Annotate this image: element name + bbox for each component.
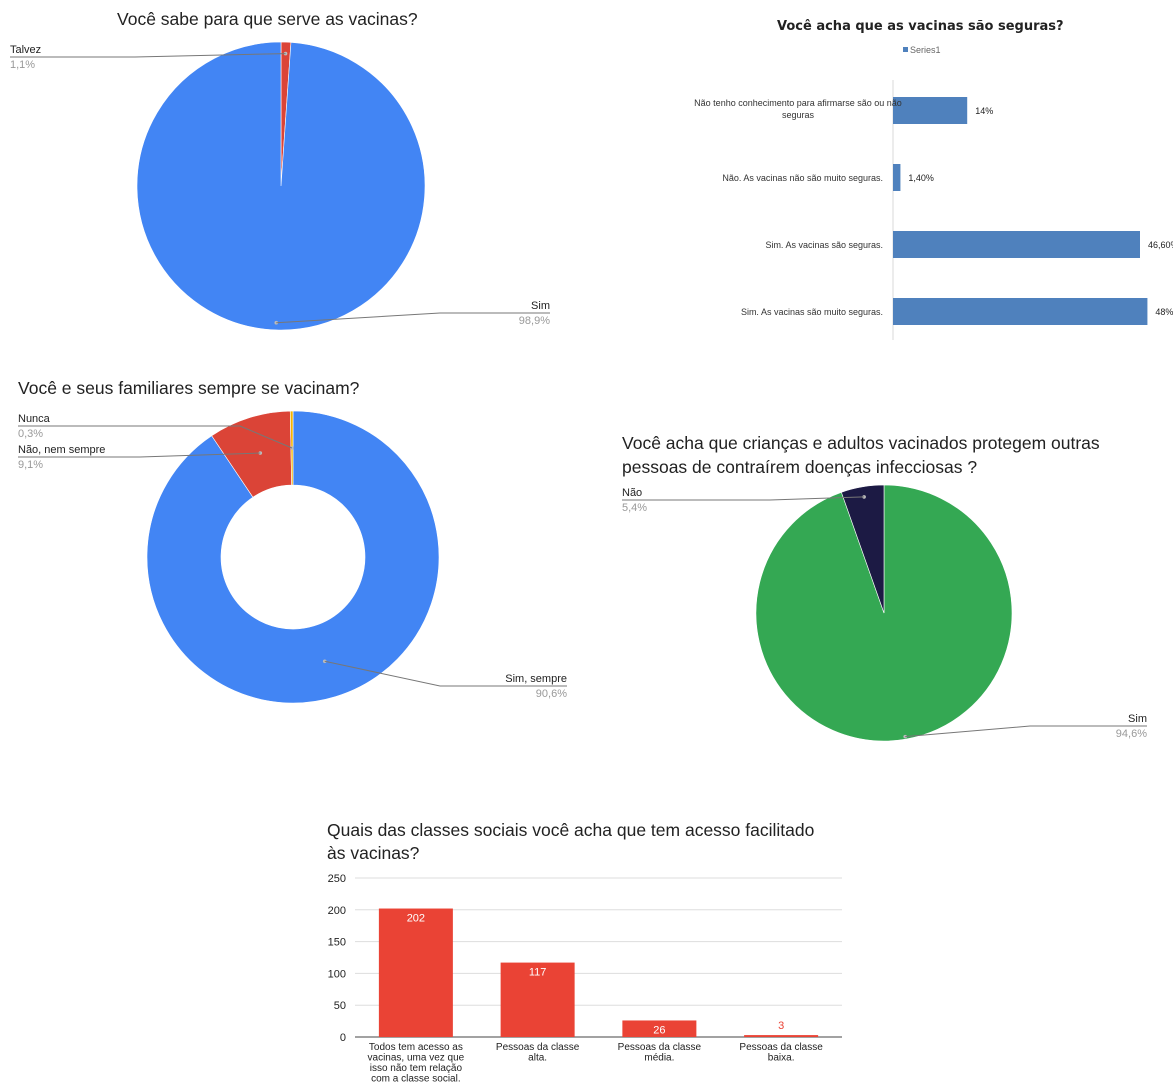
x-tick-label: Pessoas da classe — [739, 1042, 823, 1053]
data-label: 3 — [778, 1020, 784, 1032]
category-label: Sim. As vacinas são seguras. — [765, 240, 883, 250]
data-label: 202 — [407, 913, 425, 925]
pie-chart-vaccine-purpose: Você sabe para que serve as vacinas? Sim… — [0, 0, 560, 340]
y-tick-label: 0 — [340, 1032, 346, 1044]
x-tick-label: média. — [644, 1053, 674, 1064]
y-tick-label: 250 — [328, 873, 346, 885]
y-tick-label: 100 — [328, 968, 346, 980]
slice-percent: 5,4% — [622, 502, 647, 514]
bar-sim-as-vacinas-sao-muito-segur — [893, 298, 1147, 325]
bar-chart-vaccine-safety: Você acha que as vacinas são seguras? Se… — [590, 0, 1173, 345]
category-label: Sim. As vacinas são muito seguras. — [741, 307, 883, 317]
x-tick-label: baixa. — [768, 1053, 795, 1064]
slice-label: Talvez — [10, 44, 41, 56]
y-tick-label: 50 — [334, 1000, 346, 1012]
bar-nao-tenho-conhecimento-para-af — [893, 97, 967, 124]
legend-label: Series1 — [910, 45, 941, 55]
slice-label: Sim — [1128, 713, 1147, 725]
slice-label: Sim — [531, 300, 550, 312]
data-label: 117 — [529, 967, 547, 979]
bar-sim-as-vacinas-sao-seguras — [893, 231, 1140, 258]
pie-chart-herd-protection: Você acha que crianças e adultos vacinad… — [590, 425, 1173, 755]
bar-chart-canvas: Series1 14% Não tenho conhecimento para af… — [590, 0, 1173, 345]
legend-swatch — [903, 47, 908, 52]
x-tick-label: isso não tem relação — [370, 1063, 463, 1074]
slice-label: Não, nem sempre — [18, 444, 105, 456]
bar-chart-canvas: 0 50 100 150 200 250 202 Todos tem acesso asvac… — [300, 815, 860, 1089]
category-label: Não. As vacinas não são muito seguras. — [722, 173, 883, 183]
slice-percent: 1,1% — [10, 59, 35, 71]
slice-percent: 9,1% — [18, 459, 43, 471]
x-tick-label: vacinas, uma vez que — [368, 1053, 465, 1064]
donut-chart-canvas: Sim, sempre 90,6% Não, nem sempre 9,1% Nunca… — [0, 370, 580, 730]
bar-chart-social-class-access: Quais das classes sociais você acha que … — [300, 815, 860, 1089]
bar-1 — [379, 909, 453, 1037]
slice-percent: 98,9% — [519, 315, 550, 327]
pie-chart-canvas: Sim 94,6% Não 5,4% — [590, 425, 1173, 755]
y-tick-label: 200 — [328, 905, 346, 917]
bar-4 — [744, 1035, 818, 1037]
data-label: 1,40% — [908, 173, 934, 183]
category-label: Não tenho conhecimento para afirmarse sã… — [694, 98, 902, 108]
x-tick-label: com a classe social. — [371, 1074, 460, 1085]
category-label: seguras — [782, 110, 815, 120]
bar-nao-as-vacinas-nao-sao-muito-s — [893, 164, 900, 191]
data-label: 14% — [975, 106, 993, 116]
data-label: 26 — [653, 1024, 665, 1036]
slice-label: Não — [622, 487, 642, 499]
data-label: 48% — [1155, 307, 1173, 317]
donut-chart-family-vaccination: Você e seus familiares sempre se vacinam… — [0, 370, 580, 730]
slice-percent: 94,6% — [1116, 728, 1147, 740]
data-label: 46,60% — [1148, 240, 1173, 250]
slice-label: Nunca — [18, 413, 51, 425]
pie-chart-canvas: Sim 98,9% Talvez 1,1% — [0, 0, 560, 340]
x-tick-label: Todos tem acesso as — [369, 1042, 463, 1053]
y-tick-label: 150 — [328, 937, 346, 949]
x-tick-label: Pessoas da classe — [618, 1042, 702, 1053]
slice-label: Sim, sempre — [505, 673, 567, 685]
slice-percent: 0,3% — [18, 428, 43, 440]
slice-percent: 90,6% — [536, 688, 567, 700]
x-tick-label: alta. — [528, 1053, 547, 1064]
x-tick-label: Pessoas da classe — [496, 1042, 580, 1053]
slice-sim — [137, 42, 425, 330]
